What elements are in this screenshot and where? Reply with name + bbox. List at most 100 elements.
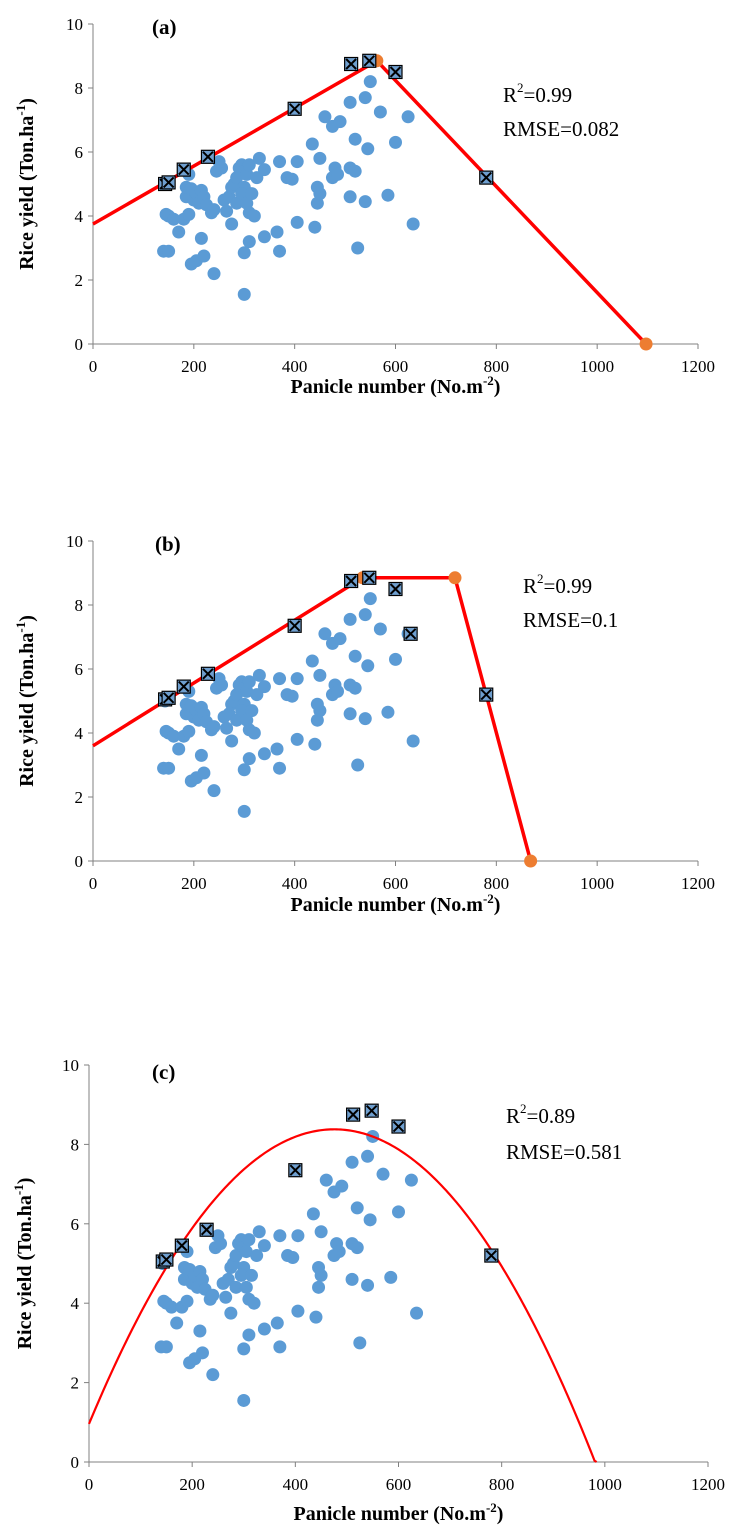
y-axis-title-text: Rice yield (Ton.ha	[16, 633, 38, 787]
y-tick-label: 4	[71, 1294, 80, 1313]
boundary-point	[287, 101, 302, 116]
scatter-point	[257, 1239, 271, 1253]
r2-value: =0.99	[524, 83, 573, 107]
fit-line	[92, 576, 533, 862]
panel-label: (c)	[152, 1060, 175, 1084]
boundary-point	[200, 666, 216, 681]
scatter-point	[242, 158, 256, 172]
scatter-point	[224, 1306, 238, 1320]
scatter-point	[182, 724, 196, 738]
scatter-point	[335, 1179, 349, 1193]
scatter-point	[257, 680, 271, 694]
x-axis-title: Panicle number (No.m-2)	[291, 373, 501, 398]
boundary-point	[344, 56, 359, 72]
boundary-point	[161, 175, 176, 190]
scatter-point	[308, 737, 322, 751]
scatter-point	[314, 1225, 328, 1239]
r2-letter: R	[506, 1104, 520, 1128]
scatter-point	[237, 246, 251, 260]
breakpoint-marker	[639, 337, 653, 351]
scatter-point	[207, 203, 221, 217]
scatter-point	[363, 1213, 377, 1227]
scatter-point	[358, 608, 372, 622]
boundary-point	[159, 1252, 174, 1267]
x-tick-label: 0	[89, 874, 98, 893]
boundary-cross	[480, 171, 492, 184]
boundary-cross	[345, 575, 357, 587]
scatter-point	[290, 215, 304, 229]
x-tick-label: 400	[282, 357, 308, 376]
scatter-point	[404, 1173, 418, 1187]
y-axis-title: Rice yield (Ton.ha-1)	[13, 98, 38, 270]
x-tick-label: 800	[484, 874, 510, 893]
panel-a: 0 2 4 6 8 10 0 200 400 600 800 1000 1200 Panicle numb…	[13, 15, 715, 398]
boundary-cross	[389, 66, 402, 78]
scatter-point	[167, 729, 181, 743]
y-tick-label: 6	[75, 660, 84, 679]
scatter-point	[273, 761, 287, 775]
boundary-cross	[363, 572, 375, 584]
x-axis-title-end: )	[497, 1503, 504, 1525]
scatter-point	[247, 209, 261, 223]
scatter-point	[313, 668, 327, 682]
scatter-point	[343, 190, 357, 204]
scatter-point	[167, 212, 181, 226]
x-axis-title-end: )	[494, 894, 501, 916]
y-axis-title: Rice yield (Ton.ha-1)	[13, 615, 38, 787]
scatter-point	[273, 1340, 287, 1354]
scatter-point	[333, 115, 347, 129]
boundary-point	[199, 1222, 214, 1237]
scatter-point	[345, 1155, 359, 1169]
scatter-point	[361, 1149, 375, 1163]
scatter-point	[257, 1322, 271, 1336]
scatter-point	[343, 707, 357, 721]
scatter-point	[389, 652, 402, 666]
y-tick-label: 8	[75, 79, 84, 98]
scatter-point	[351, 758, 365, 772]
x-tick-label: 200	[181, 874, 207, 893]
y-axis-title-end: )	[16, 98, 38, 105]
scatter-point	[211, 1229, 225, 1243]
scatter-point	[247, 1296, 261, 1310]
y-tick-label: 8	[75, 596, 84, 615]
scatter-point	[242, 675, 256, 689]
scatter-point	[229, 1280, 243, 1294]
y-axis-title-sup: -1	[11, 1184, 26, 1195]
boundary-cross	[200, 1224, 213, 1236]
scatter-point	[285, 172, 299, 186]
scatter-point	[193, 1324, 207, 1338]
x-axis-title-text: Panicle number (No.m	[294, 1503, 487, 1525]
scatter-point	[230, 713, 244, 727]
x-tick-label: 0	[89, 357, 98, 376]
x-tick-label: 1000	[588, 1475, 622, 1494]
x-tick-label: 800	[484, 357, 510, 376]
boundary-cross	[288, 103, 301, 115]
scatter-point	[257, 747, 271, 761]
scatter-point	[230, 196, 244, 210]
scatter-point	[348, 164, 362, 178]
scatter-point	[290, 155, 304, 169]
scatter-point	[242, 752, 256, 766]
y-tick-label: 0	[75, 852, 84, 871]
scatter-point	[220, 204, 234, 218]
scatter-point	[242, 1328, 256, 1342]
scatter-point	[389, 135, 402, 149]
scatter-point	[257, 230, 271, 244]
y-tick-label: 8	[71, 1135, 80, 1154]
scatter-point	[361, 1278, 375, 1292]
scatter-point	[273, 672, 287, 686]
scatter-point	[237, 1342, 251, 1356]
scatter-point	[351, 241, 365, 255]
boundary-cross	[404, 628, 417, 640]
scatter-point	[348, 681, 362, 695]
y-tick-label: 2	[75, 788, 84, 807]
scatter-point	[318, 627, 332, 641]
boundary-cross	[162, 176, 175, 189]
scatter-point	[353, 1336, 367, 1350]
scatter-point	[162, 761, 176, 775]
scatter-point	[235, 187, 249, 201]
scatter-point	[162, 244, 176, 258]
r2-label: R2=0.99	[503, 80, 572, 107]
x-axis-title-text: Panicle number (No.m	[291, 894, 484, 916]
scatter-point	[332, 1245, 346, 1259]
